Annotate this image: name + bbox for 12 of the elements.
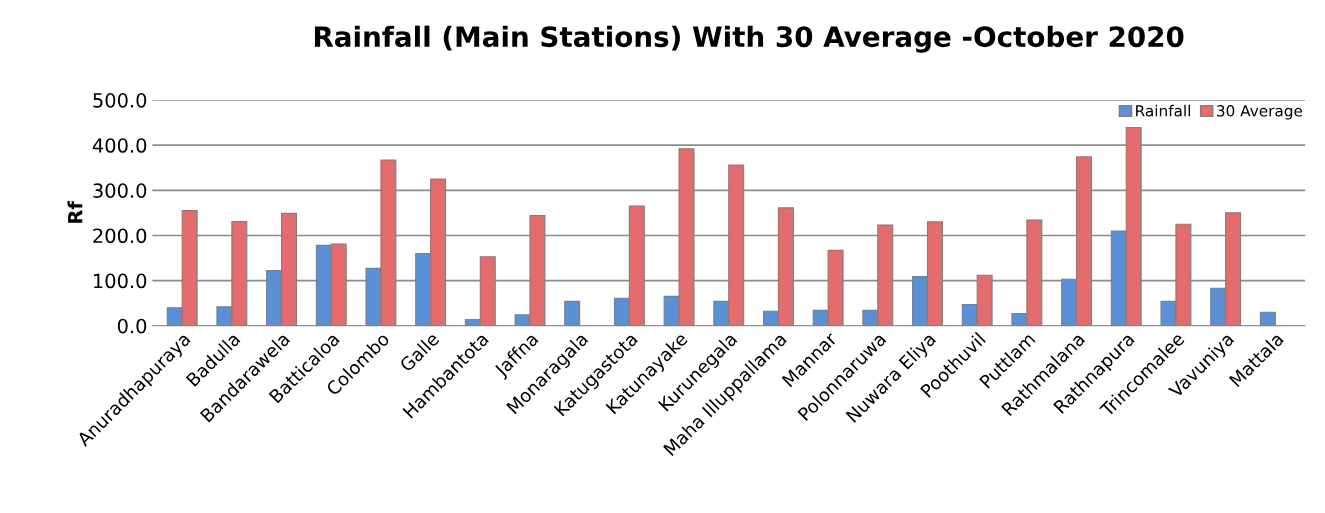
bar bbox=[564, 300, 581, 326]
y-tick-label: 400.0 bbox=[92, 138, 147, 153]
y-tick-label: 0.0 bbox=[117, 318, 147, 334]
y-tick-label: 100.0 bbox=[93, 273, 147, 289]
chart-title: Rainfall (Main Stations) With 30 Average -October 2020 bbox=[314, 25, 1184, 53]
bar bbox=[1259, 311, 1276, 326]
legend-label: 30 Average bbox=[1217, 105, 1303, 120]
y-axis-title: Rf bbox=[67, 201, 83, 223]
y-tick-label: 300.0 bbox=[93, 183, 147, 198]
y-tick-label: 200.0 bbox=[93, 228, 147, 244]
y-tick-label: 500.0 bbox=[93, 92, 147, 108]
legend-label: Rainfall bbox=[1136, 104, 1190, 117]
